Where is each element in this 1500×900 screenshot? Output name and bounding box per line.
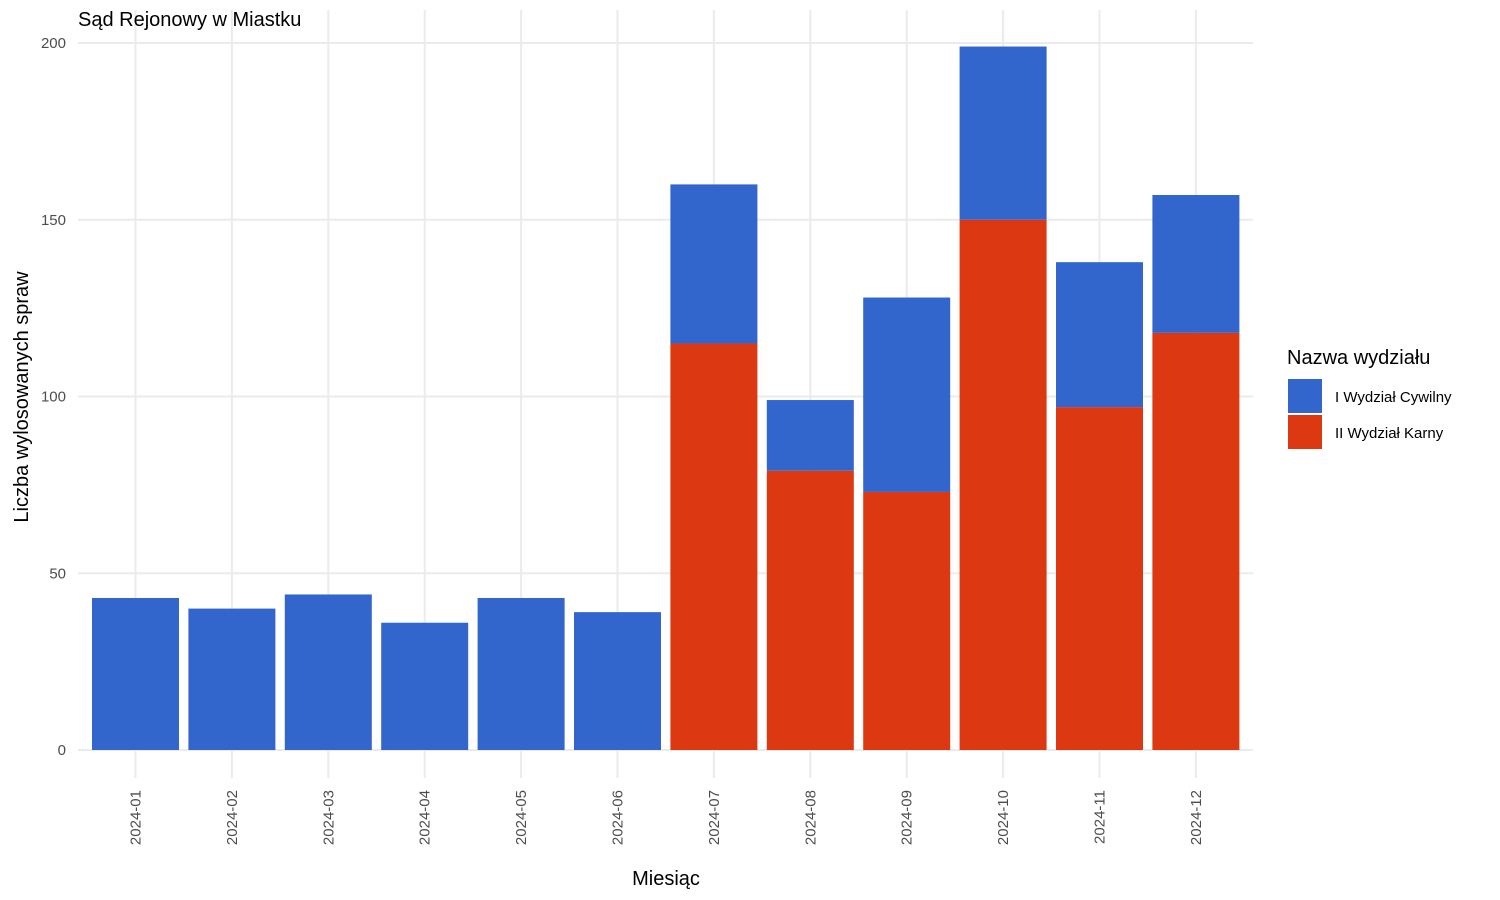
bar-segment — [1152, 195, 1240, 333]
bar-segment — [574, 612, 661, 750]
bar-segment — [670, 343, 758, 750]
y-axis-title: Liczba wylosowanych spraw — [11, 271, 33, 523]
x-tick-label: 2024-06 — [610, 790, 627, 845]
x-tick-label: 2024-02 — [224, 790, 241, 845]
bar-segment — [959, 46, 1047, 220]
bar-segment — [477, 597, 565, 750]
bar-segment — [863, 297, 951, 492]
legend-title: Nazwa wydziału — [1287, 347, 1430, 369]
x-tick-label: 2024-07 — [706, 790, 723, 845]
bar-segment — [1152, 332, 1240, 750]
bars — [92, 46, 1240, 750]
bar-segment — [188, 608, 276, 750]
x-tick-label: 2024-12 — [1188, 790, 1205, 845]
x-tick-label: 2024-09 — [899, 790, 916, 845]
legend: Nazwa wydziału I Wydział Cywilny II Wydzi… — [1287, 347, 1452, 449]
x-tick-label: 2024-10 — [995, 790, 1012, 845]
bar-segment — [284, 594, 372, 750]
bar-segment — [766, 470, 854, 750]
bar-segment — [670, 184, 758, 344]
x-tick-label: 2024-01 — [128, 790, 145, 845]
bar-segment — [959, 219, 1047, 750]
x-tick-label: 2024-08 — [802, 790, 819, 845]
x-tick-label: 2024-05 — [513, 790, 530, 845]
x-axis-ticks: 2024-01 2024-02 2024-03 2024-04 2024-05 2024-… — [128, 790, 1205, 845]
x-tick-label: 2024-03 — [320, 790, 337, 845]
y-tick-label: 150 — [41, 212, 66, 229]
chart-title: Sąd Rejonowy w Miastku — [78, 9, 301, 31]
y-tick-label: 50 — [49, 565, 66, 582]
bar-segment — [381, 622, 469, 750]
bar-segment — [863, 491, 951, 750]
legend-swatch — [1288, 415, 1322, 449]
x-tick-label: 2024-11 — [1092, 790, 1109, 844]
y-tick-label: 200 — [41, 35, 66, 52]
bar-segment — [92, 597, 179, 750]
legend-items: I Wydział Cywilny II Wydział Karny — [1288, 379, 1452, 449]
bar-segment — [766, 400, 854, 471]
y-tick-label: 100 — [41, 389, 66, 406]
y-tick-label: 0 — [58, 742, 66, 759]
y-axis-ticks: 0 50 100 150 200 — [41, 35, 66, 759]
bar-segment — [1056, 407, 1143, 750]
bar-segment — [1056, 262, 1143, 408]
legend-label: II Wydział Karny — [1335, 425, 1444, 442]
legend-label: I Wydział Cywilny — [1335, 389, 1452, 406]
x-axis-title: Miesiąc — [632, 868, 700, 890]
x-tick-label: 2024-04 — [417, 790, 434, 845]
legend-swatch — [1288, 379, 1322, 413]
